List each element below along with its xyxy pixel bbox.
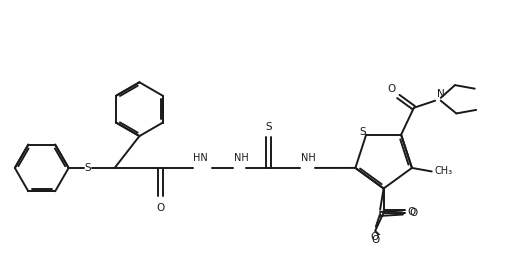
Text: CH₃: CH₃ bbox=[434, 166, 453, 176]
Text: O: O bbox=[409, 207, 417, 217]
Text: N: N bbox=[437, 89, 444, 99]
Text: NH: NH bbox=[301, 153, 316, 163]
Text: O: O bbox=[156, 203, 165, 213]
Text: O: O bbox=[370, 232, 379, 242]
Text: O: O bbox=[387, 84, 395, 94]
Text: O: O bbox=[371, 235, 379, 245]
Text: S: S bbox=[85, 163, 91, 173]
Text: NH: NH bbox=[234, 153, 248, 163]
Text: O: O bbox=[407, 207, 415, 217]
Text: HN: HN bbox=[193, 153, 208, 163]
Text: S: S bbox=[359, 127, 366, 137]
Text: S: S bbox=[265, 122, 271, 132]
